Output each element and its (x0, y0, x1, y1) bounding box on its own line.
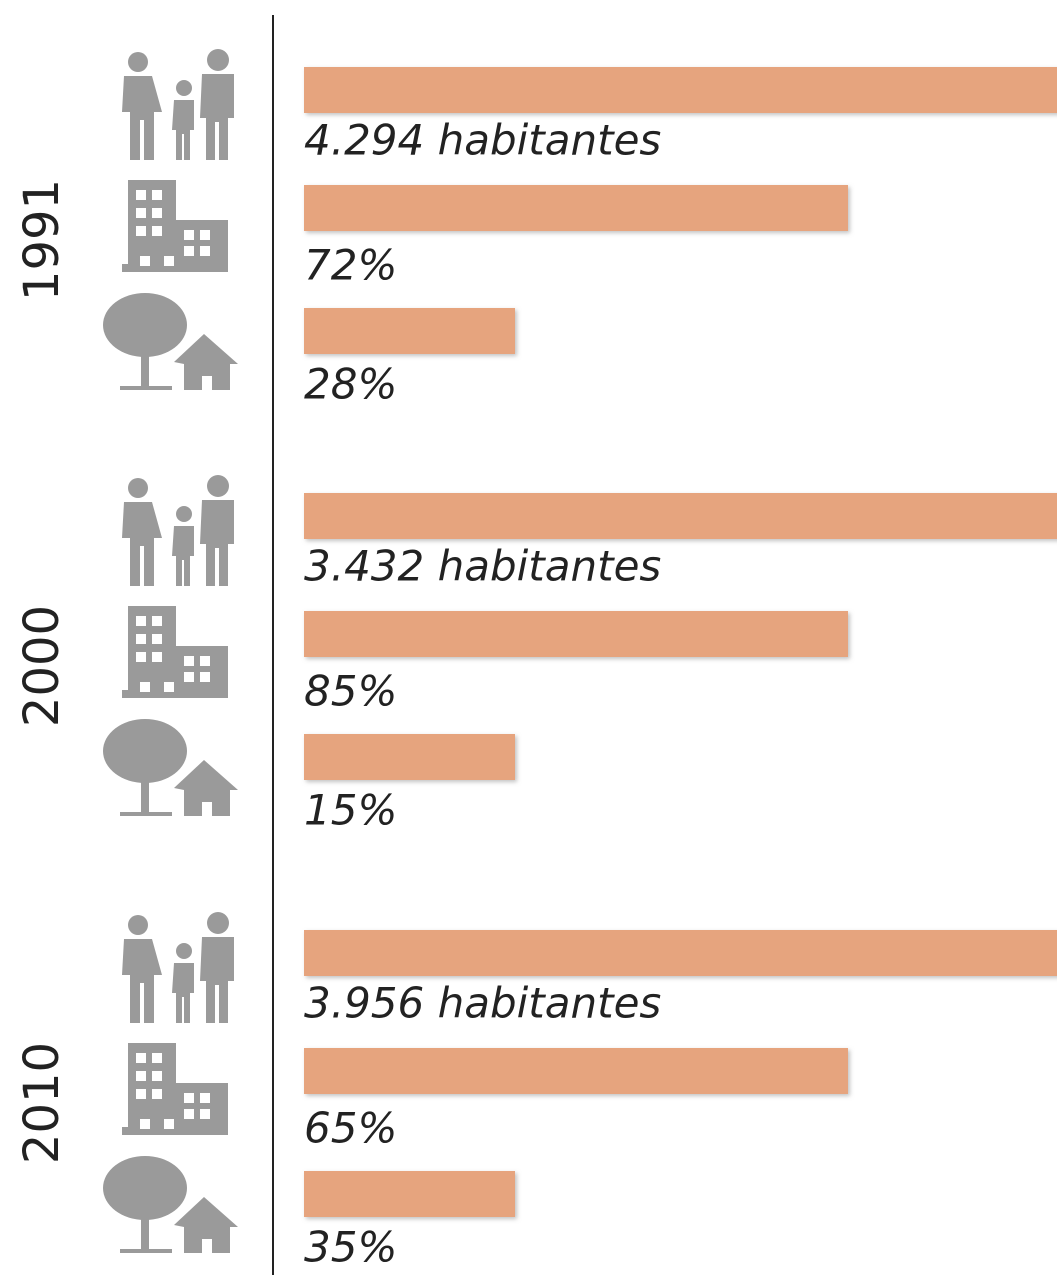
year-label: 2010 (14, 1042, 70, 1164)
row-label: 65% (304, 1104, 397, 1153)
building-icon (122, 1043, 228, 1135)
bar (304, 185, 848, 231)
people-icon (122, 49, 234, 160)
row-label: 85% (304, 667, 397, 716)
year-group: 1991 4.294 habitantes 72% 28% (14, 49, 1057, 409)
nature-icon (103, 293, 238, 390)
bar (304, 493, 1057, 539)
bar (304, 1171, 515, 1217)
year-label: 2000 (14, 605, 70, 727)
row-label: 3.432 habitantes (304, 542, 661, 591)
row-label: 35% (304, 1223, 397, 1272)
year-group: 2010 3.956 habitantes 65% 35% (14, 912, 1057, 1272)
row-label: 28% (304, 360, 397, 409)
building-icon (122, 180, 228, 272)
row-label: 15% (304, 786, 397, 835)
bar (304, 611, 848, 657)
bar (304, 308, 515, 354)
people-icon (122, 475, 234, 586)
bar (304, 930, 1057, 976)
row-label: 3.956 habitantes (304, 979, 661, 1028)
nature-icon (103, 1156, 238, 1253)
row-label: 72% (304, 241, 397, 290)
bar (304, 67, 1057, 113)
bar (304, 734, 515, 780)
content: 1991 4.294 habitantes 72% 28% 2000 3.432 habi… (14, 49, 1057, 1272)
people-icon (122, 912, 234, 1023)
row-label: 4.294 habitantes (304, 116, 661, 165)
building-icon (122, 606, 228, 698)
nature-icon (103, 719, 238, 816)
bar (304, 1048, 848, 1094)
year-label: 1991 (14, 179, 70, 301)
year-group: 2000 3.432 habitantes 85% 15% (14, 475, 1057, 835)
